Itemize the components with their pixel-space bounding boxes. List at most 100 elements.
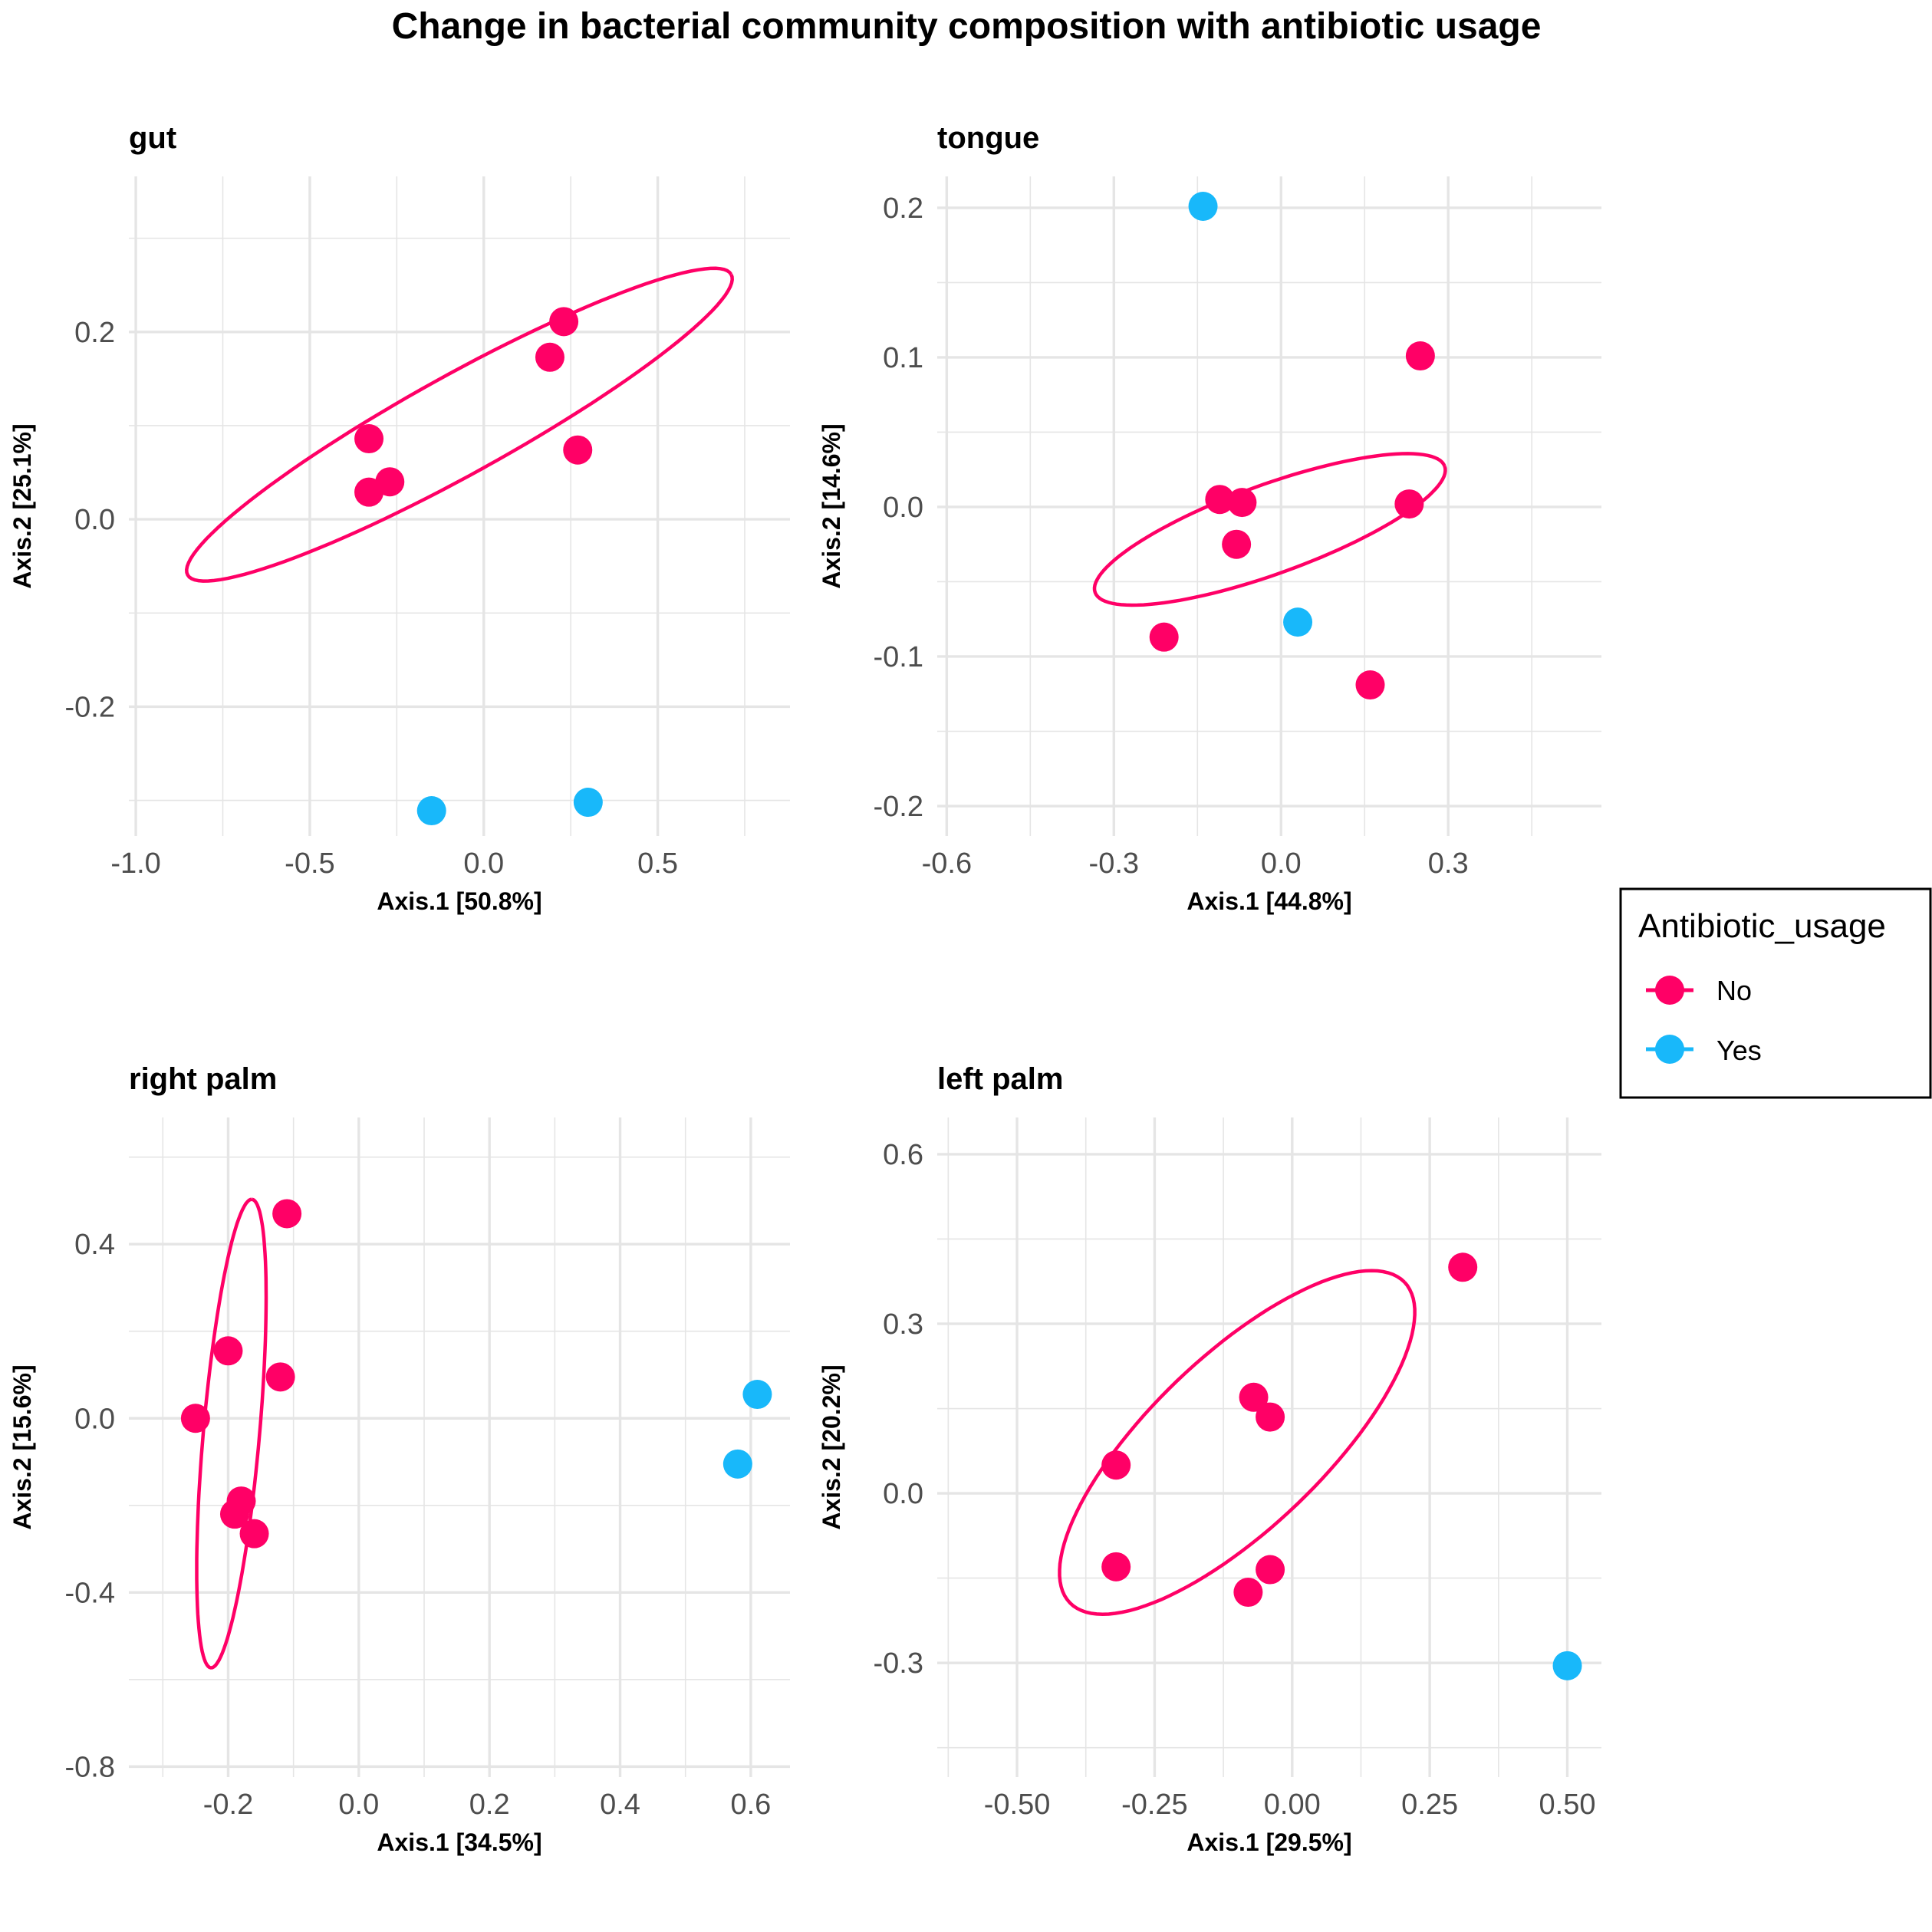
- data-point-no: [180, 1404, 210, 1433]
- grid-lines: [129, 176, 790, 836]
- y-tick-label: -0.4: [65, 1577, 115, 1609]
- y-axis-label: Axis.2 [15.6%]: [8, 1364, 36, 1529]
- legend-label-yes: Yes: [1716, 1035, 1762, 1066]
- data-point-no: [1394, 489, 1424, 519]
- x-tick-label: -0.25: [1121, 1789, 1188, 1821]
- data-point-yes: [1188, 192, 1218, 222]
- data-point-no: [535, 342, 564, 372]
- series-no: [180, 1199, 302, 1549]
- x-tick-label: 0.25: [1401, 1789, 1458, 1821]
- y-tick-label: -0.2: [874, 791, 923, 823]
- data-point-no: [1222, 529, 1252, 559]
- data-point-yes: [1283, 607, 1313, 637]
- data-point-no: [1101, 1450, 1131, 1480]
- series-no: [1149, 341, 1435, 700]
- grid-lines: [937, 1117, 1601, 1777]
- x-tick-label: -0.2: [203, 1789, 253, 1821]
- y-tick-label: -0.2: [65, 691, 115, 723]
- x-tick-label: 0.6: [730, 1789, 771, 1821]
- y-axis-label: Axis.2 [14.6%]: [818, 423, 845, 588]
- data-point-no: [1149, 622, 1179, 652]
- data-point-yes: [416, 796, 446, 826]
- data-point-no: [1256, 1555, 1285, 1585]
- y-tick-label: -0.3: [874, 1647, 923, 1680]
- x-axis-label: Axis.1 [29.5%]: [1187, 1828, 1351, 1856]
- data-point-no: [1256, 1402, 1285, 1432]
- facet-panels: -1.0 -0.5 0.0 0.5 -0.2 0.0 0.2 gut Axis.1 [50.8%…: [8, 121, 1601, 1856]
- confidence-ellipse: [1058, 1269, 1417, 1617]
- data-point-yes: [742, 1380, 772, 1410]
- x-tick-label: 0.50: [1539, 1789, 1596, 1821]
- x-tick-label: 0.0: [463, 848, 504, 880]
- x-tick-label: -0.5: [285, 848, 334, 880]
- y-tick-label: 0.0: [74, 504, 115, 536]
- data-point-no: [1101, 1552, 1131, 1581]
- series-yes: [722, 1380, 772, 1479]
- y-tick-label: -0.1: [874, 641, 923, 673]
- x-axis-label: Axis.1 [44.8%]: [1187, 887, 1351, 915]
- legend-item-yes: Yes: [1646, 1035, 1762, 1066]
- x-tick-label: 0.0: [338, 1789, 379, 1821]
- panel-title: tongue: [937, 121, 1039, 155]
- legend: Antibiotic_usage No Yes: [1619, 887, 1932, 1099]
- data-point-no: [239, 1519, 269, 1549]
- x-axis-label: Axis.1 [50.8%]: [377, 887, 541, 915]
- legend-title: Antibiotic_usage: [1638, 907, 1886, 945]
- x-tick-label: 0.0: [1261, 848, 1302, 880]
- confidence-ellipse: [1092, 452, 1447, 607]
- panel-title: gut: [129, 121, 176, 155]
- data-point-no: [563, 435, 593, 465]
- data-point-no: [213, 1336, 243, 1366]
- y-tick-label: 0.2: [883, 193, 923, 225]
- grid-lines: [937, 176, 1601, 836]
- x-tick-label: 0.5: [637, 848, 678, 880]
- x-tick-label: -0.3: [1089, 848, 1139, 880]
- x-tick-label: 0.2: [469, 1789, 510, 1821]
- panel-title: right palm: [129, 1062, 277, 1096]
- confidence-ellipse: [195, 1197, 268, 1670]
- data-point-no: [272, 1199, 302, 1229]
- data-point-no: [1405, 341, 1435, 371]
- y-tick-label: 0.0: [74, 1403, 115, 1435]
- x-tick-label: -0.6: [922, 848, 972, 880]
- series-yes: [1552, 1651, 1582, 1680]
- panel-tongue: -0.6 -0.3 0.0 0.3 -0.2 -0.1 0.0 0.1 0.2 tongue Axi…: [818, 121, 1601, 915]
- legend-item-no: No: [1646, 975, 1752, 1006]
- panel-left-palm: -0.50 -0.25 0.00 0.25 0.50 -0.3 0.0 0.3 0.6 left …: [818, 1062, 1601, 1856]
- data-point-no: [1205, 485, 1235, 515]
- grid-lines: [129, 1117, 790, 1777]
- x-tick-label: -1.0: [110, 848, 160, 880]
- data-point-no: [354, 477, 384, 507]
- data-point-no: [265, 1362, 295, 1392]
- legend-label-no: No: [1716, 975, 1752, 1006]
- figure-title: Change in bacterial community compositio…: [392, 6, 1542, 47]
- legend-key-point-no: [1655, 976, 1684, 1005]
- panel-gut: -1.0 -0.5 0.0 0.5 -0.2 0.0 0.2 gut Axis.1 [50.8%…: [8, 121, 790, 915]
- series-no: [354, 307, 593, 507]
- data-point-no: [219, 1499, 249, 1529]
- y-tick-label: 0.0: [883, 492, 923, 524]
- data-point-yes: [1552, 1651, 1582, 1680]
- series-no: [1101, 1252, 1478, 1608]
- data-point-no: [1239, 1382, 1269, 1412]
- x-tick-label: -0.50: [984, 1789, 1051, 1821]
- data-point-no: [1227, 488, 1257, 518]
- y-tick-label: 0.3: [883, 1308, 923, 1341]
- y-tick-label: 0.0: [883, 1478, 923, 1510]
- series-yes: [416, 788, 603, 826]
- y-tick-label: -0.8: [65, 1751, 115, 1783]
- series-yes: [1188, 192, 1313, 637]
- y-tick-label: 0.6: [883, 1139, 923, 1171]
- data-point-no: [549, 307, 579, 337]
- x-tick-label: 0.4: [600, 1789, 640, 1821]
- data-point-yes: [722, 1449, 752, 1479]
- y-tick-label: 0.2: [74, 317, 115, 349]
- confidence-ellipse: [185, 266, 734, 583]
- x-tick-label: 0.3: [1428, 848, 1469, 880]
- panel-right-palm: -0.2 0.0 0.2 0.4 0.6 -0.8 -0.4 0.0 0.4 right palm…: [8, 1062, 790, 1856]
- y-tick-label: 0.4: [74, 1229, 115, 1261]
- y-axis-label: Axis.2 [25.1%]: [8, 423, 36, 588]
- x-tick-label: 0.00: [1264, 1789, 1321, 1821]
- panel-title: left palm: [937, 1062, 1063, 1096]
